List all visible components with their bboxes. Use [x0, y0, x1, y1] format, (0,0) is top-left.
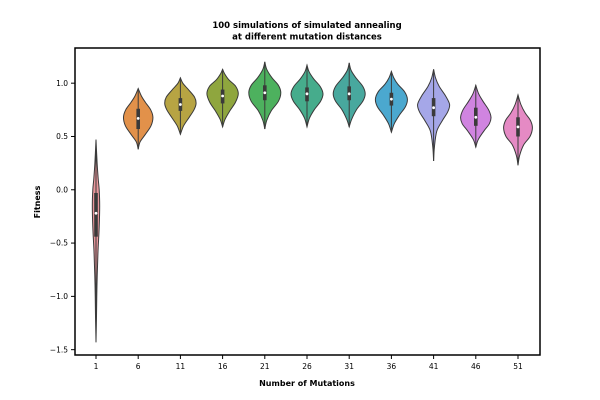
y-tick-label: 0.0 [56, 185, 68, 194]
violin-median-dot [179, 103, 182, 106]
y-tick-label: −1.0 [50, 292, 68, 301]
violin-median-dot [263, 91, 267, 95]
violin-median-dot [432, 106, 435, 110]
y-tick-label: 0.5 [56, 132, 68, 141]
violin-iqr-box [94, 192, 98, 237]
y-axis-label: Fitness [33, 185, 42, 218]
x-tick-label: 46 [471, 362, 481, 371]
chart-title-line-1: 100 simulations of simulated annealing [212, 21, 401, 31]
y-axis-ticks: 1.0 0.5 0.0 −0.5 −1.0 −1.5 [50, 79, 75, 354]
x-tick-label: 21 [260, 362, 270, 371]
x-tick-label: 36 [387, 362, 397, 371]
y-tick-label: −1.5 [50, 345, 68, 354]
violin-median-dot [474, 115, 478, 119]
x-tick-label: 6 [136, 362, 141, 371]
violin-median-dot [516, 125, 520, 129]
x-tick-label: 11 [176, 362, 186, 371]
violin-median-dot [347, 92, 351, 96]
violin-median-dot [221, 94, 225, 98]
violin-median-dot [305, 92, 309, 96]
x-tick-label: 51 [513, 362, 523, 371]
x-tick-label: 41 [429, 362, 439, 371]
x-tick-label: 16 [218, 362, 228, 371]
x-tick-label: 31 [344, 362, 354, 371]
violin-median-dot [136, 116, 140, 120]
x-axis-ticks: 1 6 11 16 21 26 31 36 41 46 51 [94, 355, 523, 371]
chart-title-line-2: at different mutation distances [232, 33, 382, 43]
violin-median-dot [94, 211, 98, 215]
x-tick-label: 26 [302, 362, 312, 371]
y-tick-label: 1.0 [56, 79, 68, 88]
violins-layer [91, 61, 533, 343]
x-tick-label: 1 [94, 362, 99, 371]
violin-median-dot [390, 97, 393, 101]
y-tick-label: −0.5 [50, 239, 68, 248]
x-axis-label: Number of Mutations [259, 379, 355, 388]
